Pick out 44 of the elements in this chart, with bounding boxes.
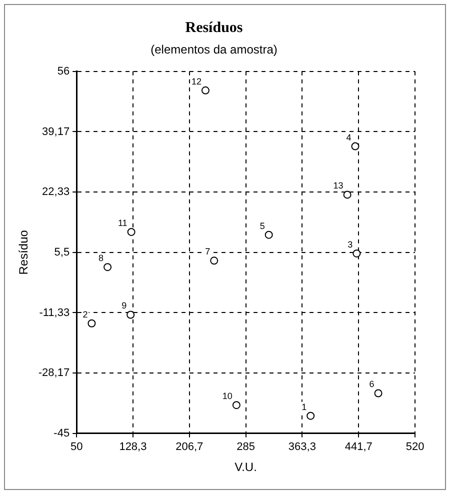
point xyxy=(352,249,361,258)
annotation: 2 xyxy=(82,309,88,320)
point xyxy=(210,256,218,265)
point xyxy=(374,389,382,398)
annotation: 8 xyxy=(98,253,104,264)
x-tick-label: 285 xyxy=(236,441,255,454)
x-axis-title: V.U. xyxy=(234,460,257,474)
y-tick-label: 56 xyxy=(57,65,70,78)
point xyxy=(306,412,315,420)
annotation: 13 xyxy=(333,180,344,191)
annotation: 7 xyxy=(205,246,210,257)
point xyxy=(126,310,135,319)
annotation: 6 xyxy=(369,379,374,390)
y-tick-label: -28,17 xyxy=(38,367,70,380)
y-tick-label: 22,33 xyxy=(42,186,70,198)
x-tick-label: 128,3 xyxy=(119,441,147,454)
x-tick-label: 520 xyxy=(406,441,424,454)
y-tick-label: -45 xyxy=(54,427,70,440)
annotation: 11 xyxy=(118,218,128,228)
point xyxy=(343,190,352,199)
point xyxy=(232,401,240,410)
point xyxy=(104,263,112,272)
point xyxy=(201,86,210,94)
annotation: 3 xyxy=(348,239,353,250)
annotation: 5 xyxy=(260,220,265,231)
annotation: 10 xyxy=(222,391,232,402)
x-tick-label: 206,7 xyxy=(176,441,204,454)
y-tick-label: 5,5 xyxy=(54,246,70,258)
annotation: 9 xyxy=(122,300,127,311)
x-tick-label: 363,3 xyxy=(288,441,316,454)
x-tick-label: 441,7 xyxy=(344,441,372,454)
y-axis-title: Resíduo xyxy=(16,230,31,275)
y-tick-label: -11,33 xyxy=(39,306,70,319)
point xyxy=(351,142,360,150)
annotation: 12 xyxy=(191,76,202,86)
annotation: 4 xyxy=(346,132,352,142)
chart-subtitle: (elementos da amostra) xyxy=(150,42,278,57)
chart-title: Resíduos xyxy=(185,20,243,36)
x-tick-label: 50 xyxy=(70,441,83,454)
y-tick-label: 39,17 xyxy=(42,126,70,138)
point xyxy=(127,228,136,236)
point xyxy=(264,230,273,239)
point xyxy=(88,319,96,328)
annotation: 1 xyxy=(302,402,307,412)
